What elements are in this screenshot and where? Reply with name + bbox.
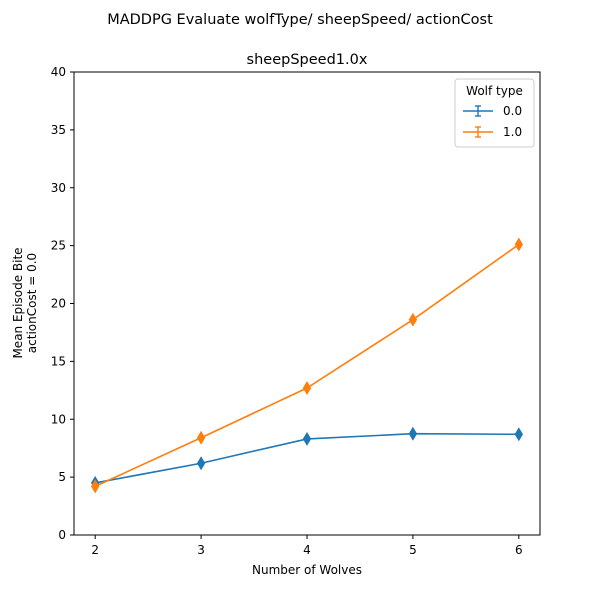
data-point xyxy=(408,426,418,441)
legend-entry: 0.0 xyxy=(463,104,522,118)
y-tick-label: 40 xyxy=(51,65,66,79)
x-tick-label: 6 xyxy=(515,543,523,557)
data-point xyxy=(196,430,206,445)
y-tick-label: 5 xyxy=(58,470,66,484)
y-tick-label: 30 xyxy=(51,181,66,195)
series-layer xyxy=(90,237,524,494)
legend-entries: 0.0 1.0 xyxy=(463,104,522,139)
x-axis: 2 3 4 5 6 xyxy=(91,535,523,557)
legend-title: Wolf type xyxy=(466,84,523,98)
axes-title: sheepSpeed1.0x xyxy=(247,52,368,68)
y-tick-label: 35 xyxy=(51,123,66,137)
y-axis-label: Mean Episode Bite actionCost = 0.0 xyxy=(11,247,39,358)
y-tick-label: 25 xyxy=(51,239,66,253)
series-1 xyxy=(90,237,524,494)
y-axis-label-line-2: actionCost = 0.0 xyxy=(25,253,39,353)
x-axis-label: Number of Wolves xyxy=(252,563,362,577)
legend-entry: 1.0 xyxy=(463,125,522,139)
legend-label: 1.0 xyxy=(503,125,522,139)
data-point xyxy=(90,479,100,494)
data-point xyxy=(514,237,524,252)
y-tick-label: 15 xyxy=(51,354,66,368)
data-point xyxy=(196,456,206,471)
data-point xyxy=(302,381,312,395)
data-point xyxy=(514,427,524,442)
y-tick-label: 0 xyxy=(58,528,66,542)
figure-suptitle: MADDPG Evaluate wolfType/ sheepSpeed/ ac… xyxy=(107,12,493,28)
y-axis-label-line-1: Mean Episode Bite xyxy=(11,247,25,358)
x-tick-label: 3 xyxy=(197,543,205,557)
legend-label: 0.0 xyxy=(503,104,522,118)
x-tick-label: 2 xyxy=(91,543,99,557)
y-tick-label: 20 xyxy=(51,297,66,311)
data-point xyxy=(302,431,312,446)
x-tick-label: 5 xyxy=(409,543,417,557)
y-tick-label: 10 xyxy=(51,412,66,426)
data-point xyxy=(408,312,418,327)
y-axis: 0 5 10 15 20 25 30 35 40 xyxy=(51,65,74,542)
legend: Wolf type 0.0 1.0 xyxy=(454,78,535,148)
x-tick-label: 4 xyxy=(303,543,311,557)
legend-box xyxy=(454,78,535,148)
